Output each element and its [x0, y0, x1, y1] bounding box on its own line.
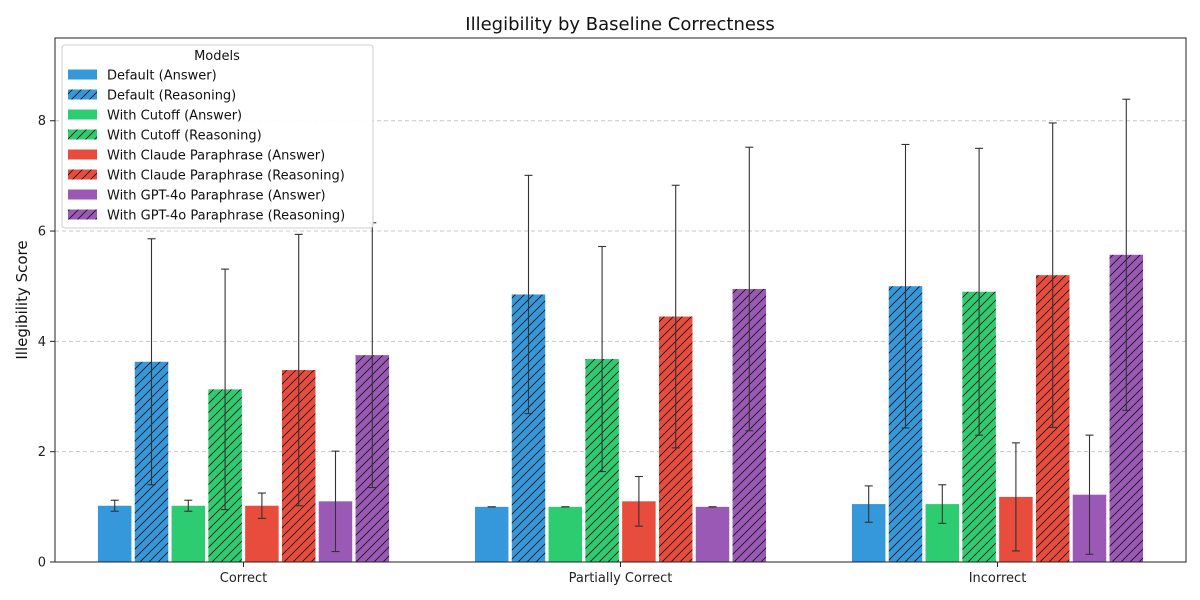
error-bars: [110, 98, 1131, 555]
legend-label: Default (Answer): [107, 69, 217, 84]
legend-swatch: [68, 109, 97, 120]
bar: [171, 505, 206, 562]
legend-swatch: [68, 169, 97, 180]
bar: [695, 506, 730, 562]
y-tick-label: 2: [38, 445, 46, 460]
legend-label: With GPT-4o Paraphrase (Answer): [107, 189, 326, 204]
legend-frame: [61, 44, 374, 229]
legend-swatch: [68, 69, 97, 80]
y-axis-title: Illegibility Score: [13, 240, 31, 359]
legend-label: With Cutoff (Reasoning): [107, 129, 262, 144]
legend: Models Default (Answer) Default (Reasonin…: [61, 44, 374, 229]
x-tick-label: Incorrect: [969, 571, 1027, 586]
legend-swatch: [68, 209, 97, 220]
legend-label: With Claude Paraphrase (Reasoning): [107, 169, 345, 184]
plot-frame: [54, 37, 1187, 563]
bar: [474, 506, 509, 562]
legend-label: With Cutoff (Answer): [107, 109, 242, 124]
legend-swatch: [68, 89, 97, 100]
axes: 0 2 4 6 8 Correct Partially Correct Incorrect: [38, 37, 1187, 586]
legend-swatch: [68, 149, 97, 160]
y-tick-label: 8: [38, 114, 46, 129]
x-tick-label: Partially Correct: [569, 571, 673, 586]
legend-title: Models: [194, 49, 240, 64]
y-tick-label: 4: [38, 335, 46, 350]
legend-label: Default (Reasoning): [107, 89, 236, 104]
y-tick-label: 0: [38, 556, 46, 571]
y-tick-label: 6: [38, 225, 46, 240]
bar: [97, 505, 132, 562]
legend-swatch: [68, 129, 97, 140]
chart-title: Illegibility by Baseline Correctness: [465, 14, 774, 35]
x-tick-label: Correct: [220, 571, 267, 586]
legend-swatch: [68, 189, 97, 200]
bars: [97, 254, 1144, 563]
bar: [548, 506, 583, 562]
legend-label: With GPT-4o Paraphrase (Reasoning): [107, 209, 345, 224]
legend-label: With Claude Paraphrase (Answer): [107, 149, 325, 164]
